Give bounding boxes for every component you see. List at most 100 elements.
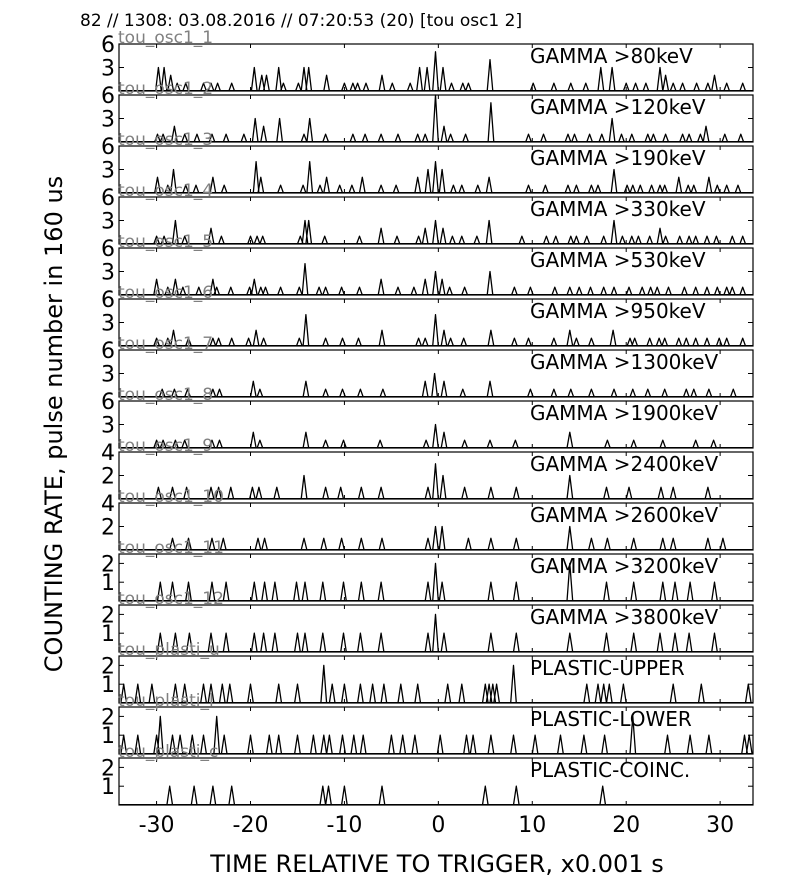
peak-mark (566, 632, 574, 653)
peak-mark (159, 439, 167, 449)
peak-mark (251, 117, 259, 143)
peak-mark (487, 581, 495, 602)
peak-mark (598, 133, 606, 143)
peak-mark (301, 263, 309, 296)
x-axis-label: TIME RELATIVE TO TRIGGER, x0.001 s (209, 850, 663, 878)
peak-mark (154, 66, 162, 92)
peak-mark (623, 184, 631, 194)
peak-mark (378, 329, 386, 347)
peak-mark (261, 537, 269, 551)
panel-13: 12 PLASTIC-UPPER tou_plasti_u (101, 640, 754, 704)
peak-mark (258, 74, 266, 92)
y-tick-label: 2 (101, 654, 115, 679)
peak-mark (715, 337, 723, 347)
peak-mark (458, 683, 466, 704)
peak-mark (618, 133, 625, 143)
peak-mark (712, 235, 720, 245)
peak-mark (215, 337, 223, 347)
peak-mark (512, 486, 520, 500)
series-tou_osc1_11 (119, 562, 753, 602)
peak-mark (675, 337, 683, 347)
peak-mark (167, 74, 175, 92)
peak-mark (340, 581, 347, 602)
series-label: GAMMA >1900keV (530, 401, 719, 425)
peak-mark (256, 388, 264, 398)
peak-mark (169, 537, 177, 551)
panel-tag: tou_osc1_9 (118, 436, 213, 456)
peak-mark (439, 227, 447, 245)
peak-mark (377, 278, 385, 296)
peak-mark (153, 439, 161, 449)
peak-mark (440, 632, 448, 653)
peak-mark (432, 423, 439, 449)
peak-mark (215, 486, 223, 500)
peak-mark (207, 82, 215, 92)
peak-mark (416, 66, 424, 92)
peak-mark (222, 133, 230, 143)
peak-mark (656, 184, 664, 194)
peak-mark (328, 683, 336, 704)
peak-mark (171, 219, 179, 245)
peak-mark (705, 388, 713, 398)
y-tick-label: 4 (101, 441, 115, 466)
peak-mark (459, 388, 467, 398)
peak-mark (659, 439, 667, 449)
y-tick-label: 6 (101, 33, 115, 58)
peak-mark (487, 329, 495, 347)
peak-mark (275, 683, 283, 704)
series-tou_osc1_4 (119, 219, 753, 245)
peak-mark (222, 581, 230, 602)
peak-mark (392, 184, 400, 194)
peak-mark (134, 683, 142, 704)
peak-mark (248, 486, 256, 500)
peak-mark (293, 632, 301, 653)
peak-mark (217, 235, 225, 245)
y-tick-label: 3 (101, 414, 115, 439)
peak-mark (682, 337, 690, 347)
peak-mark (625, 486, 633, 500)
peak-mark (531, 734, 539, 755)
x-tick-label: -10 (326, 813, 362, 838)
peak-mark (293, 683, 301, 704)
peak-mark (721, 133, 729, 143)
peak-mark (207, 683, 215, 704)
peak-mark (739, 286, 747, 296)
peak-mark (208, 133, 216, 143)
peak-mark (160, 66, 168, 92)
x-tick-label: -30 (139, 813, 175, 838)
peak-mark (567, 235, 575, 245)
peak-mark (254, 537, 262, 551)
peak-mark (322, 439, 330, 449)
peak-mark (703, 235, 711, 245)
peak-mark (440, 431, 448, 449)
panel-1: 36 GAMMA >80keV tou_osc1_1 (101, 28, 754, 92)
peak-mark (551, 286, 559, 296)
peak-mark (487, 486, 495, 500)
y-tick-label: 3 (101, 210, 115, 235)
peak-mark (705, 176, 713, 194)
peak-mark (526, 388, 534, 398)
peak-mark (340, 632, 347, 653)
peak-mark (170, 388, 178, 398)
peak-mark (744, 683, 752, 704)
peak-mark (295, 286, 303, 296)
peak-mark (255, 486, 263, 500)
peak-mark (262, 74, 270, 92)
peak-mark (207, 486, 215, 500)
peak-mark (354, 82, 362, 92)
peak-mark (339, 388, 347, 398)
peak-mark (438, 525, 446, 551)
peak-mark (247, 683, 254, 704)
peak-mark (361, 133, 369, 143)
panel-tag: tou_osc1_7 (118, 334, 213, 354)
peak-mark (176, 734, 184, 755)
panel-tag: tou_plasti_l (118, 691, 214, 711)
peak-mark (734, 184, 742, 194)
peak-mark (669, 683, 677, 704)
peak-mark (703, 286, 711, 296)
peak-mark (572, 337, 580, 347)
peak-mark (675, 176, 683, 194)
peak-mark (705, 734, 713, 755)
peak-mark (300, 133, 308, 143)
